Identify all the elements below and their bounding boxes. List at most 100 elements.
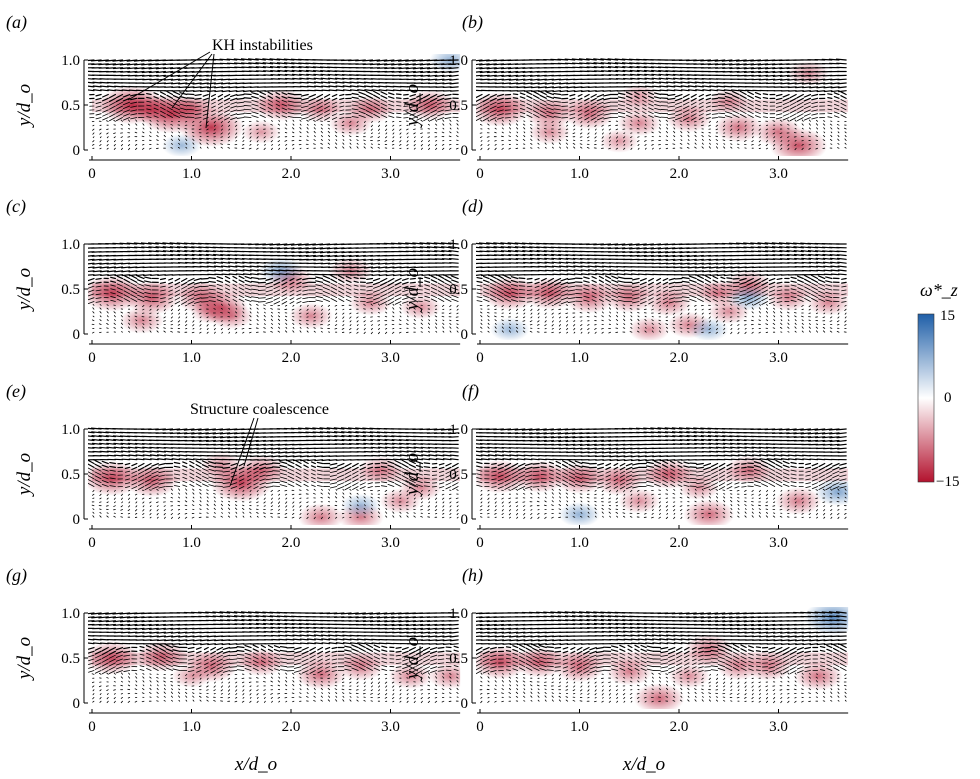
velocity-vector [794, 322, 797, 325]
velocity-vector [334, 251, 345, 254]
velocity-vector [652, 85, 662, 88]
velocity-vector [825, 299, 833, 302]
velocity-vector [803, 105, 811, 110]
velocity-vector [794, 330, 797, 333]
velocity-vector [276, 62, 288, 65]
velocity-vector [142, 131, 145, 134]
velocity-vector [177, 146, 181, 149]
velocity-vector [384, 331, 388, 335]
velocity-vector [615, 78, 626, 80]
velocity-vector [508, 254, 519, 257]
velocity-vector [376, 59, 388, 62]
velocity-vector [213, 120, 216, 124]
velocity-vector [530, 304, 533, 307]
velocity-vector [844, 320, 847, 323]
velocity-vector [397, 242, 409, 245]
velocity-vector [287, 92, 295, 96]
velocity-vector [114, 274, 124, 277]
velocity-vector [577, 93, 583, 97]
velocity-vector [580, 261, 590, 264]
velocity-vector [95, 101, 102, 104]
velocity-vector [730, 327, 733, 331]
velocity-vector [615, 147, 619, 150]
velocity-vector [392, 266, 402, 269]
velocity-vector [120, 70, 131, 73]
velocity-vector [681, 280, 690, 283]
velocity-vector [634, 99, 640, 103]
velocity-vector [208, 292, 216, 295]
velocity-vector [296, 277, 302, 281]
velocity-vector [743, 140, 747, 142]
velocity-vector [328, 312, 331, 315]
velocity-vector [811, 297, 818, 302]
velocity-vector [130, 101, 138, 104]
velocity-vector [296, 281, 302, 285]
velocity-vector [259, 114, 266, 118]
velocity-vector [648, 99, 654, 103]
velocity-vector [334, 120, 338, 123]
velocity-vector [658, 77, 669, 80]
velocity-vector [837, 265, 847, 268]
velocity-vector [88, 297, 95, 301]
velocity-vector [334, 131, 338, 134]
velocity-vector [534, 297, 540, 300]
velocity-vector [822, 123, 826, 126]
velocity-vector [773, 315, 776, 318]
velocity-vector [257, 297, 266, 299]
velocity-vector [508, 82, 519, 85]
velocity-vector [584, 109, 590, 113]
velocity-vector [593, 58, 604, 61]
velocity-vector [704, 282, 711, 287]
velocity-vector [353, 292, 359, 295]
velocity-vector [178, 312, 181, 315]
velocity-vector [142, 274, 152, 277]
velocity-vector [95, 301, 102, 303]
velocity-vector [262, 66, 274, 69]
velocity-vector [373, 297, 381, 301]
velocity-vector [449, 131, 452, 134]
velocity-vector [507, 250, 519, 253]
velocity-vector [487, 270, 497, 273]
velocity-vector [509, 119, 511, 122]
velocity-vector [836, 331, 840, 333]
velocity-vector [552, 269, 562, 272]
velocity-vector [146, 96, 152, 99]
velocity-vector [775, 113, 783, 116]
velocity-vector [322, 275, 331, 280]
velocity-vector [804, 297, 811, 302]
velocity-vector [206, 261, 216, 264]
velocity-vector [761, 289, 769, 294]
velocity-vector [170, 127, 173, 130]
velocity-vector [296, 285, 302, 289]
velocity-vector [672, 312, 676, 315]
velocity-vector [701, 308, 704, 311]
velocity-vector [722, 303, 726, 306]
velocity-vector [273, 301, 281, 305]
velocity-vector [230, 97, 238, 101]
velocity-vector [772, 67, 783, 70]
velocity-vector [168, 289, 173, 292]
velocity-vector [153, 103, 159, 107]
velocity-vector [259, 106, 266, 111]
velocity-vector [226, 62, 238, 65]
velocity-vector [399, 270, 409, 273]
velocity-vector [573, 146, 576, 149]
velocity-vector [700, 63, 712, 66]
velocity-vector [746, 301, 754, 305]
velocity-vector [515, 78, 526, 81]
velocity-vector [391, 319, 395, 322]
velocity-vector [116, 287, 123, 291]
velocity-vector [681, 284, 690, 287]
velocity-vector [444, 109, 452, 112]
velocity-vector [366, 277, 374, 281]
velocity-vector [716, 324, 719, 326]
velocity-vector [448, 147, 452, 150]
velocity-vector [603, 109, 611, 112]
velocity-vector [363, 146, 366, 149]
velocity-vector [667, 113, 676, 116]
velocity-vector [596, 117, 604, 121]
velocity-vector [214, 331, 216, 334]
velocity-vector [509, 131, 511, 134]
velocity-vector [801, 147, 804, 151]
velocity-vector [217, 93, 224, 98]
